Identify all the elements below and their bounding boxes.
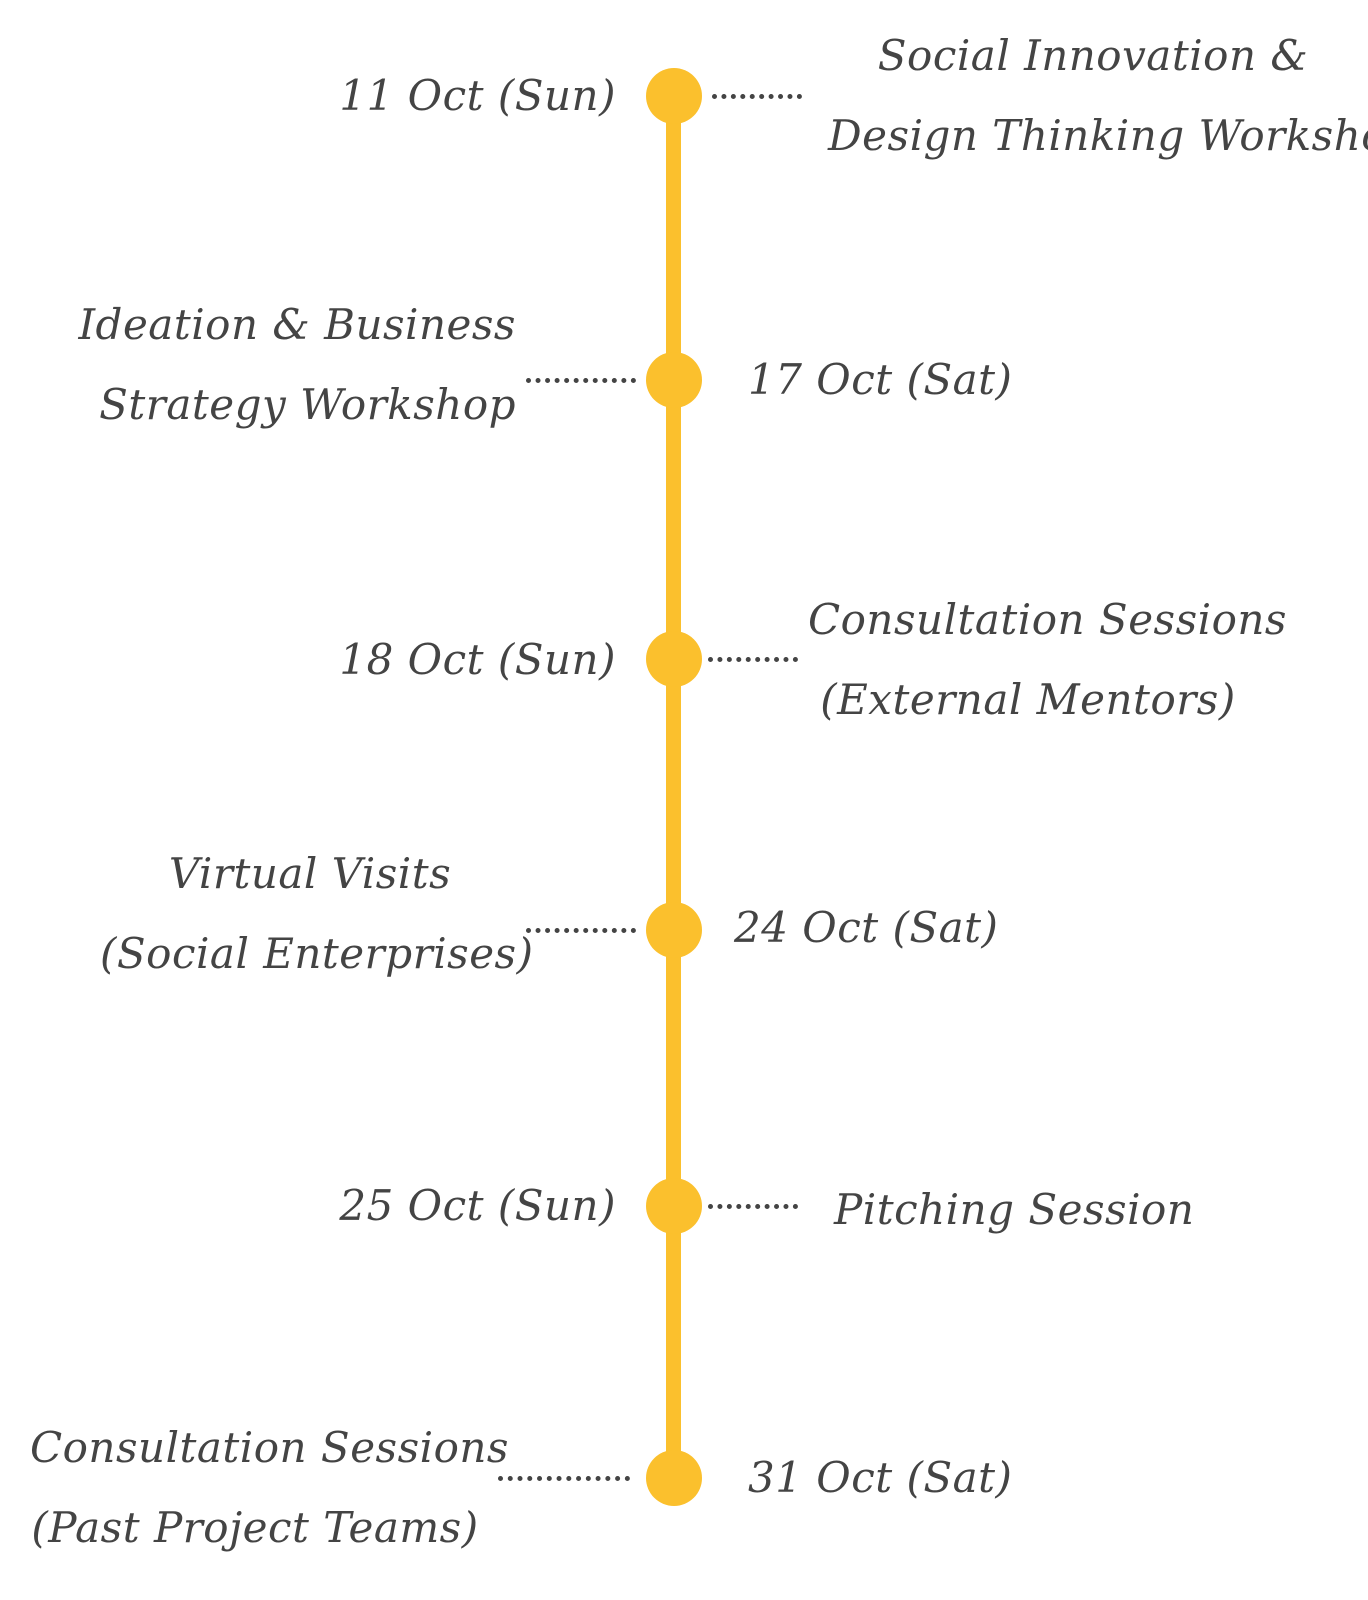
connector-dots-6 [498, 1476, 630, 1481]
timeline-node-1 [646, 68, 702, 124]
event-date-5: 25 Oct (Sun) [339, 1181, 616, 1230]
event-date-2: 17 Oct (Sat) [748, 355, 1013, 404]
event-title-4: Virtual Visits (Social Enterprises) [100, 834, 534, 994]
timeline-node-3 [646, 631, 702, 687]
event-date-4: 24 Oct (Sat) [734, 903, 999, 952]
event-title-6-line-1: Consultation Sessions [30, 1423, 509, 1472]
event-title-6-line-2: (Past Project Teams) [31, 1503, 479, 1552]
timeline-node-2 [646, 352, 702, 408]
event-title-3-line-2: (External Mentors) [820, 675, 1236, 724]
event-title-2-line-1: Ideation & Business [78, 300, 516, 349]
event-title-3: Consultation Sessions (External Mentors) [808, 580, 1287, 740]
connector-dots-2 [526, 378, 636, 383]
event-date-3: 18 Oct (Sun) [339, 635, 616, 684]
event-title-4-line-2: (Social Enterprises) [100, 929, 534, 978]
event-title-1-line-1: Social Innovation & [877, 31, 1309, 80]
timeline-node-6 [646, 1450, 702, 1506]
event-title-4-line-1: Virtual Visits [168, 849, 452, 898]
event-date-1: 11 Oct (Sun) [339, 71, 616, 120]
event-title-2-line-2: Strategy Workshop [99, 380, 516, 429]
timeline-node-4 [646, 902, 702, 958]
connector-dots-5 [708, 1204, 798, 1209]
event-title-3-line-1: Consultation Sessions [808, 595, 1287, 644]
timeline-line [666, 95, 681, 1480]
event-title-5: Pitching Session [834, 1170, 1194, 1250]
connector-dots-1 [712, 94, 802, 99]
connector-dots-3 [708, 657, 798, 662]
event-title-6: Consultation Sessions (Past Project Team… [30, 1408, 509, 1568]
event-title-2: Ideation & Business Strategy Workshop [78, 285, 516, 445]
connector-dots-4 [526, 928, 636, 933]
timeline-node-5 [646, 1178, 702, 1234]
event-date-6: 31 Oct (Sat) [748, 1453, 1013, 1502]
event-title-5-line-1: Pitching Session [834, 1185, 1195, 1234]
event-title-1: Social Innovation & Design Thinking Work… [828, 16, 1368, 176]
event-title-1-line-2: Design Thinking Workshop [828, 111, 1368, 160]
